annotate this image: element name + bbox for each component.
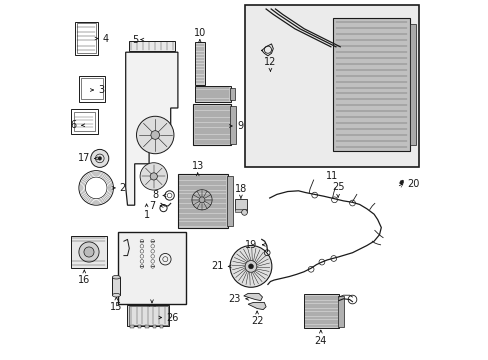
- Text: 10: 10: [193, 28, 205, 38]
- Polygon shape: [125, 52, 178, 205]
- Text: 4: 4: [102, 33, 108, 44]
- Bar: [127, 305, 168, 326]
- Circle shape: [241, 210, 247, 215]
- Text: 14: 14: [145, 305, 158, 315]
- Polygon shape: [247, 302, 265, 310]
- Bar: [235, 199, 246, 210]
- Text: 8: 8: [152, 190, 158, 201]
- Text: 2: 2: [120, 183, 125, 193]
- Circle shape: [84, 247, 94, 257]
- Circle shape: [151, 131, 159, 139]
- Text: 1: 1: [143, 210, 149, 220]
- Bar: [235, 209, 246, 212]
- Text: 11: 11: [325, 171, 337, 181]
- Text: 23: 23: [228, 294, 241, 304]
- Text: 5: 5: [131, 35, 138, 45]
- Ellipse shape: [112, 293, 120, 297]
- Bar: [303, 294, 339, 328]
- Text: 22: 22: [250, 316, 263, 326]
- Text: 24: 24: [314, 336, 326, 346]
- Circle shape: [136, 116, 174, 154]
- Text: 19: 19: [244, 240, 257, 250]
- Text: 20: 20: [407, 179, 419, 189]
- Bar: [409, 24, 415, 145]
- Text: 3: 3: [98, 85, 104, 95]
- Bar: [130, 325, 134, 328]
- Bar: [230, 106, 236, 144]
- Text: 17: 17: [78, 153, 90, 163]
- Circle shape: [98, 157, 102, 160]
- Circle shape: [199, 197, 204, 203]
- Text: 18: 18: [234, 184, 246, 194]
- Circle shape: [79, 242, 99, 262]
- Bar: [112, 277, 120, 295]
- Text: 21: 21: [211, 261, 223, 271]
- Bar: [178, 174, 227, 228]
- Bar: [128, 41, 175, 51]
- Circle shape: [140, 163, 167, 190]
- Text: 9: 9: [237, 121, 243, 131]
- Bar: [152, 325, 156, 328]
- Bar: [194, 86, 230, 102]
- Circle shape: [399, 180, 403, 184]
- Text: 13: 13: [191, 161, 203, 171]
- Bar: [71, 236, 107, 268]
- Text: 16: 16: [78, 275, 90, 285]
- Bar: [138, 325, 141, 328]
- Bar: [77, 23, 96, 53]
- Bar: [244, 5, 418, 167]
- Bar: [145, 325, 148, 328]
- Bar: [128, 306, 167, 325]
- Bar: [193, 104, 231, 145]
- Bar: [118, 232, 186, 304]
- Bar: [74, 112, 95, 131]
- Circle shape: [150, 173, 157, 180]
- Text: 7: 7: [149, 201, 155, 211]
- Text: 25: 25: [331, 182, 344, 192]
- Polygon shape: [244, 293, 262, 301]
- Circle shape: [244, 261, 256, 272]
- Circle shape: [230, 246, 271, 287]
- Circle shape: [91, 149, 108, 167]
- Text: 26: 26: [166, 312, 179, 323]
- Bar: [230, 88, 235, 100]
- Ellipse shape: [112, 275, 120, 279]
- Bar: [71, 109, 98, 134]
- Bar: [194, 42, 204, 85]
- Bar: [79, 76, 104, 102]
- Bar: [226, 176, 232, 226]
- Text: 6: 6: [70, 120, 77, 130]
- Bar: [75, 22, 98, 55]
- Text: 15: 15: [110, 302, 122, 312]
- Bar: [332, 18, 409, 151]
- Bar: [338, 296, 343, 327]
- Text: 12: 12: [264, 57, 276, 67]
- Bar: [160, 325, 163, 328]
- Bar: [81, 78, 102, 99]
- Circle shape: [248, 264, 253, 269]
